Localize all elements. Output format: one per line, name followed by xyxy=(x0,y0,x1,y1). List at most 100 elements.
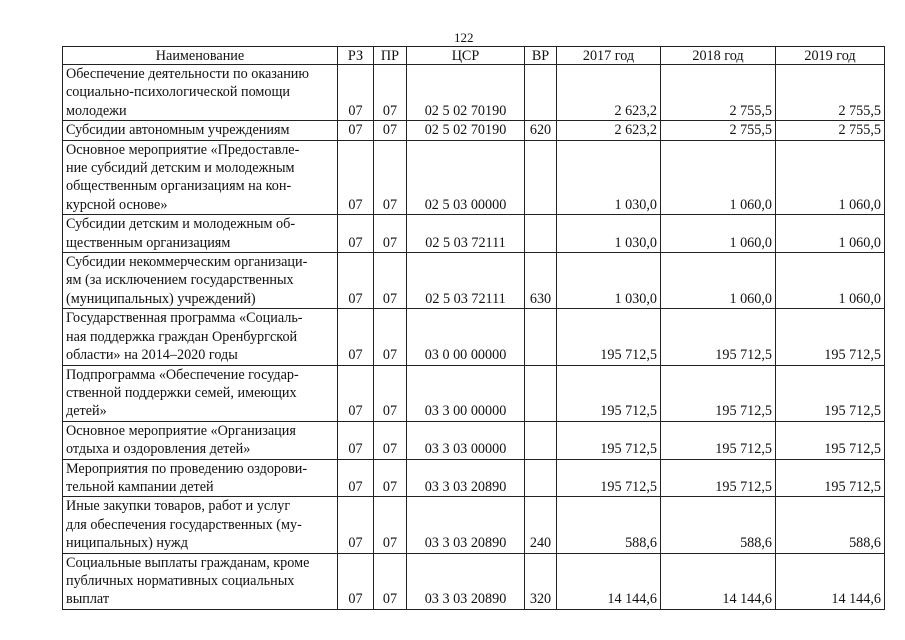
header-csr: ЦСР xyxy=(406,46,525,65)
table-row: Подпрограмма «Обеспечение государ- ствен… xyxy=(62,364,885,422)
row-2019: 2 755,5 xyxy=(775,120,885,141)
row-2019: 2 755,5 xyxy=(775,63,885,122)
header-rz: РЗ xyxy=(337,46,374,65)
row-rz: 07 xyxy=(337,63,374,122)
row-pr: 07 xyxy=(373,63,407,122)
row-csr: 02 5 03 72111 xyxy=(406,252,525,310)
row-2017: 195 712,5 xyxy=(556,420,661,460)
row-vr xyxy=(524,308,557,366)
row-2018: 195 712,5 xyxy=(660,364,776,422)
row-vr: 320 xyxy=(524,552,557,610)
row-2018: 588,6 xyxy=(660,496,776,554)
row-name: Субсидии автономным учреждениям xyxy=(62,120,338,141)
row-rz: 07 xyxy=(337,308,374,366)
row-pr: 07 xyxy=(373,139,407,216)
row-rz: 07 xyxy=(337,496,374,554)
table-row: Социальные выплаты гражданам, кроме публ… xyxy=(62,552,885,610)
row-rz: 07 xyxy=(337,458,374,498)
row-name: Иные закупки товаров, работ и услуг для … xyxy=(62,496,338,554)
header-2019: 2019 год xyxy=(775,46,885,65)
row-2017: 1 030,0 xyxy=(556,139,661,216)
row-pr: 07 xyxy=(373,496,407,554)
row-2018: 2 755,5 xyxy=(660,63,776,122)
row-name: Социальные выплаты гражданам, кроме публ… xyxy=(62,552,338,610)
row-pr: 07 xyxy=(373,214,407,254)
row-name: Основное мероприятие «Организация отдыха… xyxy=(62,420,338,460)
table-row: Субсидии некоммерческим организаци- ям (… xyxy=(62,252,885,310)
row-rz: 07 xyxy=(337,120,374,141)
row-vr: 240 xyxy=(524,496,557,554)
row-2017: 1 030,0 xyxy=(556,252,661,310)
row-2018: 195 712,5 xyxy=(660,420,776,460)
row-2017: 195 712,5 xyxy=(556,364,661,422)
row-pr: 07 xyxy=(373,364,407,422)
table-row: Обеспечение деятельности по оказанию соц… xyxy=(62,63,885,122)
row-rz: 07 xyxy=(337,552,374,610)
header-2017: 2017 год xyxy=(556,46,661,65)
row-vr: 620 xyxy=(524,120,557,141)
row-name: Подпрограмма «Обеспечение государ- ствен… xyxy=(62,364,338,422)
row-pr: 07 xyxy=(373,308,407,366)
row-2018: 195 712,5 xyxy=(660,458,776,498)
row-csr: 03 3 03 20890 xyxy=(406,552,525,610)
row-pr: 07 xyxy=(373,252,407,310)
row-2018: 1 060,0 xyxy=(660,252,776,310)
row-csr: 03 3 03 20890 xyxy=(406,458,525,498)
row-vr xyxy=(524,63,557,122)
row-csr: 03 3 03 00000 xyxy=(406,420,525,460)
row-csr: 02 5 02 70190 xyxy=(406,120,525,141)
row-2018: 1 060,0 xyxy=(660,214,776,254)
row-vr xyxy=(524,214,557,254)
table-row: Государственная программа «Социаль- ная … xyxy=(62,308,885,366)
header-2018: 2018 год xyxy=(660,46,776,65)
row-2017: 1 030,0 xyxy=(556,214,661,254)
row-2019: 1 060,0 xyxy=(775,214,885,254)
row-rz: 07 xyxy=(337,214,374,254)
table-row: Основное мероприятие «Предоставле- ние с… xyxy=(62,139,885,216)
budget-table: Наименование РЗ ПР ЦСР ВР 2017 год 2018 … xyxy=(62,46,885,610)
row-name: Мероприятия по проведению оздорови- тель… xyxy=(62,458,338,498)
row-vr xyxy=(524,420,557,460)
row-2017: 588,6 xyxy=(556,496,661,554)
row-2018: 14 144,6 xyxy=(660,552,776,610)
row-pr: 07 xyxy=(373,552,407,610)
header-row: Наименование РЗ ПР ЦСР ВР 2017 год 2018 … xyxy=(62,46,885,65)
header-name: Наименование xyxy=(62,46,338,65)
row-csr: 02 5 02 70190 xyxy=(406,63,525,122)
row-csr: 03 3 03 20890 xyxy=(406,496,525,554)
header-pr: ПР xyxy=(373,46,407,65)
row-pr: 07 xyxy=(373,120,407,141)
row-rz: 07 xyxy=(337,139,374,216)
table-row: Мероприятия по проведению оздорови- тель… xyxy=(62,458,885,498)
row-2017: 2 623,2 xyxy=(556,120,661,141)
row-rz: 07 xyxy=(337,252,374,310)
row-name: Обеспечение деятельности по оказанию соц… xyxy=(62,63,338,122)
row-2019: 195 712,5 xyxy=(775,420,885,460)
row-rz: 07 xyxy=(337,420,374,460)
row-name: Основное мероприятие «Предоставле- ние с… xyxy=(62,139,338,216)
row-2019: 195 712,5 xyxy=(775,458,885,498)
row-rz: 07 xyxy=(337,364,374,422)
row-vr xyxy=(524,364,557,422)
row-2018: 2 755,5 xyxy=(660,120,776,141)
row-2018: 195 712,5 xyxy=(660,308,776,366)
table-row: Субсидии детским и молодежным об- ществе… xyxy=(62,214,885,254)
row-2017: 195 712,5 xyxy=(556,308,661,366)
table-row: Основное мероприятие «Организация отдыха… xyxy=(62,420,885,460)
row-csr: 03 3 00 00000 xyxy=(406,364,525,422)
row-2019: 14 144,6 xyxy=(775,552,885,610)
page-number: 122 xyxy=(454,30,474,45)
row-vr xyxy=(524,139,557,216)
row-csr: 02 5 03 00000 xyxy=(406,139,525,216)
row-name: Субсидии некоммерческим организаци- ям (… xyxy=(62,252,338,310)
row-2017: 195 712,5 xyxy=(556,458,661,498)
row-csr: 02 5 03 72111 xyxy=(406,214,525,254)
row-2019: 195 712,5 xyxy=(775,308,885,366)
row-name: Государственная программа «Социаль- ная … xyxy=(62,308,338,366)
row-csr: 03 0 00 00000 xyxy=(406,308,525,366)
row-2019: 1 060,0 xyxy=(775,252,885,310)
row-vr xyxy=(524,458,557,498)
table-row: Субсидии автономным учреждениям 07 07 02 5 … xyxy=(62,120,885,141)
row-2019: 1 060,0 xyxy=(775,139,885,216)
row-2018: 1 060,0 xyxy=(660,139,776,216)
